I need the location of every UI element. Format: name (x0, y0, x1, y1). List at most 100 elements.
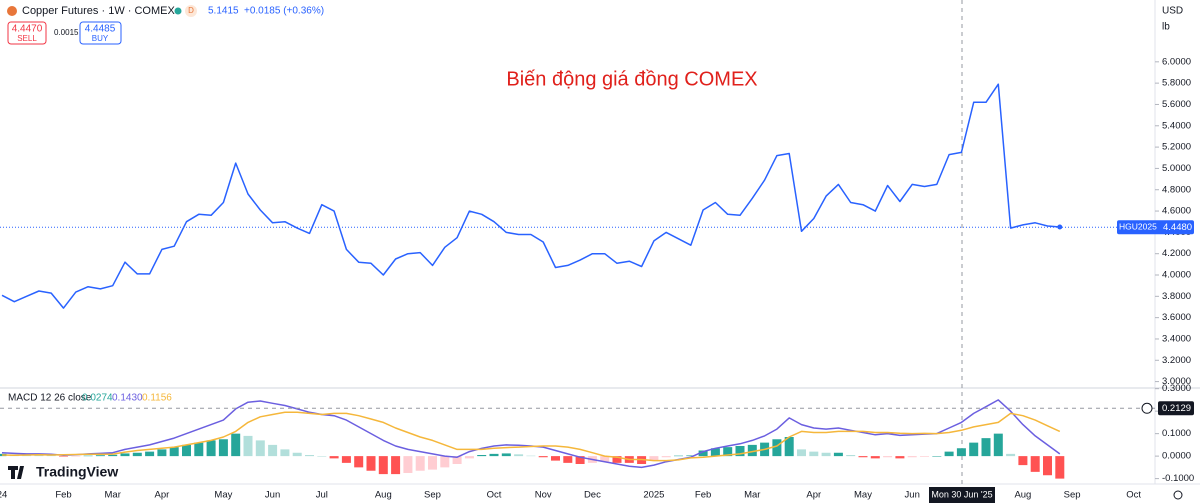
unit[interactable]: lb (1162, 22, 1170, 33)
interval-badge (185, 5, 197, 17)
y-tick-label: -0.1000 (1162, 473, 1194, 484)
histogram-bar (145, 451, 155, 457)
x-tick-label: Jun (905, 490, 920, 501)
histogram-bar (846, 454, 856, 457)
last-label-name: HGU2025 (1119, 222, 1157, 232)
histogram-bar (34, 455, 44, 457)
histogram-bar (132, 452, 142, 457)
histogram-bar (268, 444, 278, 457)
x-tick-label: Feb (695, 490, 711, 501)
histogram-bar (710, 448, 720, 457)
histogram-bar (1018, 456, 1028, 466)
sell-label: SELL (17, 34, 37, 43)
histogram-bar (956, 448, 966, 457)
last-label-value: 4.4480 (1163, 222, 1192, 233)
crosshair-y-label: 0.2129 (1162, 403, 1191, 414)
histogram-bar (514, 454, 524, 457)
histogram-bar (1043, 456, 1052, 476)
y-tick-label: 3.2000 (1162, 355, 1191, 366)
y-tick-label: 4.8000 (1162, 184, 1191, 195)
histogram-bar (169, 447, 179, 457)
histogram-bar (674, 455, 683, 457)
histogram-bar (403, 456, 413, 473)
y-tick-label: 3.6000 (1162, 312, 1191, 323)
histogram-bar (551, 456, 560, 461)
histogram-bar (612, 456, 622, 463)
histogram-bar (415, 456, 425, 471)
crosshair-x-label: Mon 30 Jun '25 (931, 489, 992, 499)
annotation: Biến động giá đồng COMEX (506, 68, 757, 90)
x-tick-label: Oct (487, 490, 502, 501)
histogram-bar (563, 456, 573, 463)
x-tick-label: Mar (744, 490, 760, 501)
symbol: Copper Futures · 1W · COMEX (22, 5, 175, 17)
macd-line (1, 411, 1061, 462)
watermark-text: TradingView (36, 464, 118, 480)
watermark-logo (8, 466, 24, 479)
histogram-bar (71, 456, 81, 457)
histogram-bar (600, 456, 610, 462)
histogram-bar (46, 455, 56, 457)
histogram-bar (108, 454, 118, 457)
crosshair-plus (1141, 402, 1153, 414)
histogram-bar (366, 456, 376, 471)
histogram-bar (231, 433, 241, 457)
y-tick-label: 3.0000 (1162, 376, 1191, 387)
crosshair-x-box (929, 487, 995, 503)
histogram-bar (821, 452, 831, 457)
y-tick-label: 0.1000 (1162, 428, 1191, 439)
histogram-bar (723, 447, 733, 457)
histogram-bar (391, 456, 401, 475)
histogram-bar (698, 450, 708, 457)
histogram-bar (83, 455, 93, 457)
spread: 0.0015 (54, 28, 79, 37)
histogram-bar (575, 456, 585, 464)
y-tick-label: 5.0000 (1162, 163, 1191, 174)
buy-button[interactable] (79, 21, 122, 45)
histogram-bar (858, 456, 868, 458)
x-tick-label: Jun (265, 490, 280, 501)
histogram-bar (920, 456, 929, 457)
histogram-bar (95, 455, 105, 457)
histogram-bar (1030, 456, 1040, 472)
histogram-bar (243, 435, 253, 457)
x-tick-label: Sep (1064, 490, 1081, 501)
x-tick-label: May (214, 490, 232, 501)
histogram-bar (969, 442, 979, 457)
x-tick-label: May (854, 490, 872, 501)
settings-icon[interactable] (1173, 490, 1183, 500)
histogram-bar (661, 456, 671, 458)
x-tick-label: Mar (105, 490, 121, 501)
histogram-bar (649, 456, 659, 461)
histogram-bar (182, 444, 191, 457)
last-point (1057, 224, 1063, 230)
histogram-bar (428, 456, 437, 470)
y-tick-label: 0.0000 (1162, 451, 1191, 462)
histogram-bar (452, 456, 462, 464)
crosshair-y-box (1158, 401, 1194, 416)
y-tick-label: 5.4000 (1162, 120, 1191, 131)
histogram-bar (747, 444, 757, 457)
y-tick-label: 5.2000 (1162, 142, 1191, 153)
histogram-bar (735, 446, 745, 457)
histogram-bar (157, 449, 167, 457)
y-tick-label: 6.0000 (1162, 56, 1191, 67)
histogram-bar (206, 440, 216, 457)
x-tick-label: Apr (155, 490, 170, 501)
currency[interactable]: USD (1162, 6, 1183, 17)
histogram-bar (354, 456, 364, 468)
interval: D (188, 6, 194, 15)
histogram-bar (870, 456, 880, 459)
x-tick-label: Aug (1014, 490, 1031, 501)
histogram-bar (772, 439, 782, 457)
y-tick-label: 4.6000 (1162, 206, 1191, 217)
price: 5.1415 (208, 6, 239, 17)
histogram-bar (255, 440, 265, 457)
histogram-bar (317, 456, 327, 457)
y-tick-label: 5.8000 (1162, 78, 1191, 89)
sell-button[interactable] (7, 21, 47, 45)
legend-value: 0.0274 (82, 393, 113, 404)
x-tick-label: Nov (535, 490, 552, 501)
